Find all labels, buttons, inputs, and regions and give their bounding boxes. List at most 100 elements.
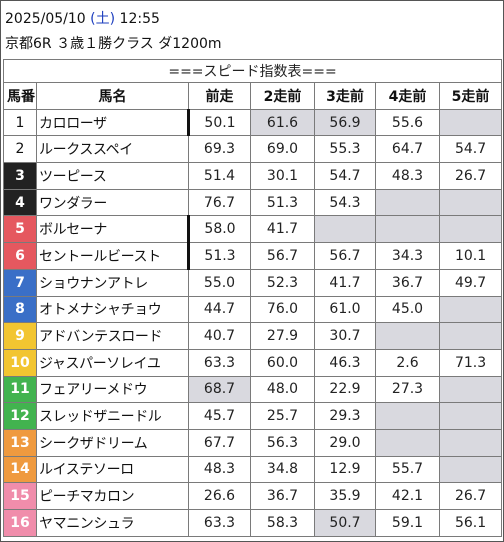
column-header-2-races-ago: 2走前 <box>250 82 315 110</box>
horse-number-cell: 8 <box>3 295 37 324</box>
table-row: 10 ジャスパーソレイユ 63.3 60.0 46.3 2.6 71.3 <box>3 348 503 377</box>
speed-index-cell <box>438 188 503 217</box>
speed-index-cell: 41.7 <box>250 215 315 244</box>
table-row: 8 オトメナシャチョウ 44.7 76.0 61.0 45.0 <box>3 295 503 324</box>
horse-name-cell: ルークススペイ <box>36 135 189 164</box>
horse-name-cell: セントールビースト <box>36 242 190 270</box>
speed-index-cell <box>438 402 503 430</box>
speed-index-cell: 58.3 <box>250 509 315 537</box>
horse-name-cell: ツーピース <box>36 162 189 190</box>
horse-number-cell: 13 <box>3 428 37 457</box>
speed-index-cell <box>438 295 503 324</box>
speed-index-cell: 51.3 <box>250 188 315 217</box>
speed-index-cell: 48.0 <box>250 375 315 404</box>
speed-index-cell: 12.9 <box>314 455 376 484</box>
speed-index-cell: 46.3 <box>314 348 376 377</box>
horse-name-cell: ワンダラー <box>36 188 189 217</box>
horse-name-cell: ピーチマカロン <box>36 482 189 510</box>
header-date: 2025/05/10 <box>5 11 86 27</box>
speed-index-cell: 56.1 <box>438 509 503 537</box>
speed-index-cell: 2.6 <box>375 348 440 377</box>
speed-index-cell: 63.3 <box>188 348 251 377</box>
speed-index-cell: 54.3 <box>314 188 376 217</box>
horse-number-cell: 7 <box>3 268 37 297</box>
horse-number-cell: 16 <box>3 509 37 537</box>
speed-index-cell: 63.3 <box>188 509 251 537</box>
horse-name-cell: フェアリーメドウ <box>36 375 189 404</box>
table-row: 9 アドバンテスロード 40.7 27.9 30.7 <box>3 322 503 350</box>
speed-index-cell <box>375 428 440 457</box>
speed-index-cell: 48.3 <box>188 455 251 484</box>
table-row: 4 ワンダラー 76.7 51.3 54.3 <box>3 188 503 217</box>
speed-index-cell: 30.1 <box>250 162 315 190</box>
speed-index-cell <box>314 215 376 244</box>
speed-index-cell: 50.1 <box>188 108 251 137</box>
speed-index-cell: 27.3 <box>375 375 440 404</box>
speed-index-cell: 41.7 <box>314 268 376 297</box>
speed-index-cell: 26.7 <box>438 162 503 190</box>
header-time: 12:55 <box>119 11 160 27</box>
speed-index-cell: 36.7 <box>375 268 440 297</box>
speed-index-cell: 45.0 <box>375 295 440 324</box>
horse-number-cell: 12 <box>3 402 37 430</box>
table-row: 3 ツーピース 51.4 30.1 54.7 48.3 26.7 <box>3 162 503 190</box>
horse-number-cell: 4 <box>3 188 37 217</box>
speed-index-cell: 64.7 <box>375 135 440 164</box>
horse-name-cell: ルイステソーロ <box>36 455 189 484</box>
table-row: 11 フェアリーメドウ 68.7 48.0 22.9 27.3 <box>3 375 503 404</box>
speed-index-cell: 27.9 <box>250 322 315 350</box>
speed-index-cell: 22.9 <box>314 375 376 404</box>
speed-index-cell <box>438 455 503 484</box>
table-header-row: 馬番 馬名 前走 2走前 3走前 4走前 5走前 <box>3 82 503 110</box>
speed-index-cell: 60.0 <box>250 348 315 377</box>
table-row: 14 ルイステソーロ 48.3 34.8 12.9 55.7 <box>3 455 503 484</box>
speed-index-cell: 29.0 <box>314 428 376 457</box>
speed-index-cell <box>375 322 440 350</box>
table-row: 1 カロローザ 50.1 61.6 56.9 55.6 <box>3 108 503 137</box>
horse-number-cell: 6 <box>3 242 37 270</box>
table-row: 16 ヤマニンシュラ 63.3 58.3 50.7 59.1 56.1 <box>3 509 503 537</box>
speed-index-cell: 25.7 <box>250 402 315 430</box>
speed-index-cell: 44.7 <box>188 295 251 324</box>
speed-index-cell: 67.7 <box>188 428 251 457</box>
speed-index-cell: 61.0 <box>314 295 376 324</box>
speed-index-cell: 26.6 <box>188 482 251 510</box>
speed-index-cell: 59.1 <box>375 509 440 537</box>
table-row: 7 ショウナンアトレ 55.0 52.3 41.7 36.7 49.7 <box>3 268 503 297</box>
speed-index-cell: 42.1 <box>375 482 440 510</box>
horse-number-cell: 5 <box>3 215 37 244</box>
speed-index-table: ===スピード指数表=== 馬番 馬名 前走 2走前 3走前 4走前 5走前 1… <box>2 59 503 537</box>
speed-index-cell: 55.6 <box>375 108 440 137</box>
speed-index-cell: 55.0 <box>188 268 251 297</box>
horse-name-cell: カロローザ <box>36 108 190 137</box>
speed-index-cell: 34.3 <box>375 242 440 270</box>
table-title-row: ===スピード指数表=== <box>2 59 503 83</box>
horse-name-cell: ボルセーナ <box>36 215 190 244</box>
speed-index-cell <box>375 215 440 244</box>
speed-index-cell: 61.6 <box>250 108 315 137</box>
speed-index-cell: 54.7 <box>438 135 503 164</box>
table-row: 12 スレッドザニードル 45.7 25.7 29.3 <box>3 402 503 430</box>
speed-index-cell: 36.7 <box>250 482 315 510</box>
speed-index-cell: 35.9 <box>314 482 376 510</box>
speed-index-cell: 50.7 <box>314 509 376 537</box>
speed-index-cell <box>438 428 503 457</box>
table-row: 15 ピーチマカロン 26.6 36.7 35.9 42.1 26.7 <box>3 482 503 510</box>
horse-number-cell: 15 <box>3 482 37 510</box>
horse-number-cell: 9 <box>3 322 37 350</box>
race-info: 京都6R ３歳１勝クラス ダ1200m <box>5 36 222 52</box>
table-row: 5 ボルセーナ 58.0 41.7 <box>3 215 503 244</box>
speed-index-cell: 76.7 <box>188 188 251 217</box>
speed-index-cell: 56.7 <box>314 242 376 270</box>
speed-index-cell: 52.3 <box>250 268 315 297</box>
column-header-horse-name: 馬名 <box>36 82 189 110</box>
horse-number-cell: 3 <box>3 162 37 190</box>
horse-name-cell: スレッドザニードル <box>36 402 189 430</box>
speed-index-cell: 56.7 <box>250 242 315 270</box>
horse-number-cell: 2 <box>3 135 37 164</box>
table-title: ===スピード指数表=== <box>2 59 503 83</box>
speed-index-cell <box>375 402 440 430</box>
speed-index-cell: 10.1 <box>438 242 503 270</box>
column-header-4-races-ago: 4走前 <box>375 82 440 110</box>
